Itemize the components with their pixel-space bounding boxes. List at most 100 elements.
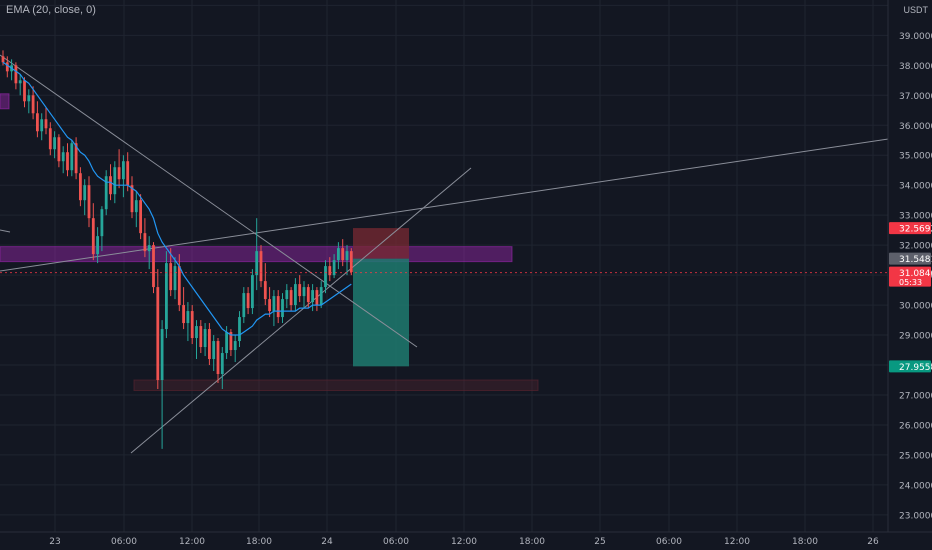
position-tool[interactable] <box>353 228 409 367</box>
candle[interactable] <box>177 254 181 312</box>
candle[interactable] <box>139 194 142 240</box>
trendline[interactable] <box>130 167 472 454</box>
candle[interactable] <box>87 176 91 228</box>
candle[interactable] <box>156 269 160 389</box>
candle[interactable] <box>345 245 349 276</box>
candle[interactable] <box>79 167 82 207</box>
candle[interactable] <box>66 143 69 177</box>
zone-left-box[interactable] <box>0 93 10 110</box>
candle-body <box>40 119 44 132</box>
candle[interactable] <box>306 284 310 309</box>
candle[interactable] <box>276 290 280 324</box>
candle[interactable] <box>147 236 151 270</box>
candle[interactable] <box>152 242 155 294</box>
candle[interactable] <box>255 218 259 291</box>
candle[interactable] <box>289 287 293 312</box>
candle[interactable] <box>220 347 224 389</box>
candle[interactable] <box>251 269 254 315</box>
candle[interactable] <box>100 206 104 252</box>
candle[interactable] <box>48 122 52 156</box>
candle[interactable] <box>130 176 134 219</box>
candle-body <box>53 137 56 150</box>
candle[interactable] <box>143 218 147 258</box>
candle[interactable] <box>238 311 241 348</box>
candle[interactable] <box>199 320 203 354</box>
candle[interactable] <box>208 323 211 366</box>
candle-body <box>70 143 74 171</box>
candle[interactable] <box>36 101 39 138</box>
candle[interactable] <box>44 107 48 135</box>
candle[interactable] <box>195 320 198 360</box>
candle[interactable] <box>302 281 306 309</box>
price-badge: 31.084605:33 <box>889 266 932 287</box>
candle-body <box>1 56 5 63</box>
trendline[interactable] <box>0 54 418 348</box>
take-profit-zone[interactable] <box>353 258 409 367</box>
candle[interactable] <box>5 56 9 78</box>
candle[interactable] <box>229 329 233 357</box>
candle[interactable] <box>212 335 216 372</box>
candle[interactable] <box>268 287 271 318</box>
candle-body <box>139 200 142 234</box>
candle[interactable] <box>190 305 194 345</box>
candle[interactable] <box>91 203 95 261</box>
candle[interactable] <box>203 323 207 357</box>
candle[interactable] <box>104 170 108 216</box>
candle[interactable] <box>70 140 74 177</box>
candle[interactable] <box>40 113 44 141</box>
candle[interactable] <box>113 161 117 204</box>
ema-line[interactable] <box>2 61 352 336</box>
candle[interactable] <box>294 278 297 312</box>
x-tick-label: 18:00 <box>519 537 545 547</box>
candle[interactable] <box>61 146 65 174</box>
candle[interactable] <box>319 281 323 309</box>
candle[interactable] <box>332 254 336 279</box>
candle[interactable] <box>134 191 138 228</box>
candle[interactable] <box>337 242 340 270</box>
candle[interactable] <box>182 287 185 330</box>
candle[interactable] <box>57 134 61 168</box>
candle[interactable] <box>328 257 332 282</box>
candle[interactable] <box>216 338 220 384</box>
candle[interactable] <box>27 89 31 114</box>
candle-body <box>109 176 112 195</box>
candle[interactable] <box>349 248 353 276</box>
candle[interactable] <box>281 293 284 324</box>
candle[interactable] <box>173 257 177 300</box>
candle[interactable] <box>53 131 56 159</box>
candle[interactable] <box>14 62 18 90</box>
candle[interactable] <box>233 335 237 363</box>
candle-body <box>233 341 237 351</box>
candle[interactable] <box>315 287 319 312</box>
time-axis-panel[interactable] <box>0 532 932 550</box>
price-badge-bg <box>889 222 931 235</box>
candle[interactable] <box>122 155 125 198</box>
candle-body <box>285 290 289 300</box>
candle[interactable] <box>31 86 35 120</box>
candle[interactable] <box>246 287 250 315</box>
ema-indicator-label[interactable]: EMA (20, close, 0) <box>6 4 96 16</box>
candle[interactable] <box>324 260 327 294</box>
candle[interactable] <box>18 74 22 96</box>
candle[interactable] <box>298 275 302 303</box>
candle[interactable] <box>186 302 190 342</box>
zone-support[interactable] <box>133 379 539 391</box>
trendline[interactable] <box>0 229 11 233</box>
candle[interactable] <box>285 284 289 309</box>
candle[interactable] <box>263 263 267 306</box>
candle[interactable] <box>74 137 78 180</box>
candle[interactable] <box>160 320 164 449</box>
candle[interactable] <box>117 149 121 189</box>
candle[interactable] <box>259 245 263 288</box>
candle[interactable] <box>272 290 276 327</box>
candle[interactable] <box>242 287 246 324</box>
candle[interactable] <box>23 77 26 108</box>
candle[interactable] <box>96 227 99 264</box>
candle[interactable] <box>341 239 345 267</box>
candle[interactable] <box>83 179 87 216</box>
candle[interactable] <box>311 284 314 312</box>
candle[interactable] <box>165 251 168 339</box>
candle-body <box>18 80 22 84</box>
